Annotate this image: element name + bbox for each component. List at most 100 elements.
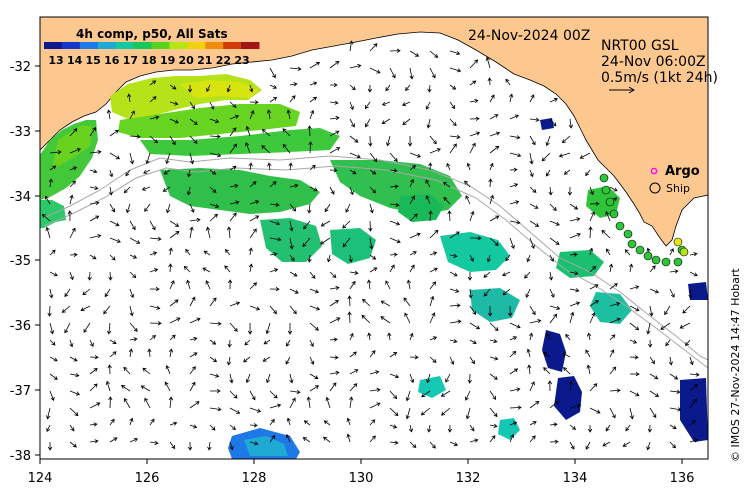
current-vector [324,203,331,213]
current-vector [309,288,320,294]
current-vector [349,396,354,409]
current-vector [389,264,395,273]
current-vector [309,164,316,171]
current-vector [507,305,513,317]
x-tick-label: 124 [28,471,53,486]
current-vector [465,407,471,420]
current-vector [649,265,656,273]
current-vector [289,183,299,188]
current-vectors [41,40,700,451]
current-vector [45,195,51,205]
current-vector [624,249,631,256]
current-vector [45,226,51,239]
observation-markers [599,173,689,267]
current-vector [369,435,376,443]
current-vector [185,248,191,256]
current-vector [286,417,291,426]
current-vector [49,150,62,155]
current-vector [89,422,98,427]
current-vector [309,322,319,331]
current-vector [249,109,255,120]
current-vector [269,418,275,426]
current-vector [120,385,131,392]
current-vector [142,367,151,375]
current-vector [149,251,158,256]
current-vector [229,212,237,222]
current-vector [421,390,431,398]
current-vector [347,295,352,307]
current-vector [509,322,521,329]
current-vector [668,356,673,366]
current-vector [509,421,518,426]
current-vector [469,424,475,432]
x-tick-label: 136 [670,471,695,486]
current-vector [369,254,377,260]
current-vector [89,149,102,155]
current-vector [109,339,117,344]
current-vector [602,441,611,447]
current-vector [347,311,352,324]
current-vector [189,381,196,392]
current-vector [329,168,338,173]
current-vector [586,364,591,375]
current-vector [529,400,540,409]
current-vector [307,125,312,137]
current-vector [129,237,141,244]
map-frame [39,16,709,460]
current-vector [224,265,231,273]
current-vector [543,367,551,375]
colorbar-tick-label: 17 [123,54,138,67]
y-tick-label: -38 [10,449,31,464]
current-vector [289,237,294,250]
current-vector [381,118,391,124]
current-vector [529,305,536,316]
current-vector [505,254,511,262]
current-vector [589,312,596,324]
current-vector [587,424,593,433]
current-vector [229,390,238,399]
colorbar-tick-label: 22 [216,54,231,67]
ship-legend-label: Ship [666,182,690,195]
current-vector [629,371,640,377]
current-vector [449,441,459,447]
current-vector [489,339,498,344]
current-vector [248,247,253,256]
current-vector [649,390,660,397]
current-vector [163,169,171,175]
current-vector [669,288,675,298]
current-vector [107,322,112,335]
current-vector [420,407,431,416]
current-vector [229,322,238,332]
current-vector [129,271,137,279]
current-vector [322,436,331,443]
current-vector [320,237,331,245]
current-vector [226,356,232,366]
current-vector [509,237,515,250]
current-vector [269,237,282,242]
current-vector [123,366,131,375]
current-vector [568,380,574,392]
current-vector [348,40,354,52]
current-vector [249,215,260,222]
current-vector [80,305,91,312]
colorbar-tick-label: 21 [197,54,212,67]
composite-date: 24-Nov-2024 00Z [468,28,590,44]
ship-observation [615,221,625,231]
current-vector [389,252,398,257]
current-vector [189,118,198,125]
y-tick-label: -36 [10,319,31,334]
current-vector [427,84,432,93]
current-vector [269,403,282,409]
current-vector [527,364,532,375]
current-vector [449,118,457,127]
current-vector [589,284,599,290]
current-vector [549,422,558,427]
current-vector [189,217,201,223]
current-vector [209,321,222,326]
current-vector [309,61,321,69]
current-vector [189,424,198,429]
current-vector [69,128,78,137]
current-vector [229,200,240,205]
current-vector [609,388,621,393]
current-vector [149,321,162,326]
